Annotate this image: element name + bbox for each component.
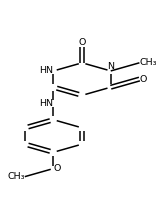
Text: O: O — [78, 38, 86, 46]
Text: O: O — [53, 164, 61, 173]
Text: CH₃: CH₃ — [139, 58, 157, 67]
Text: N: N — [107, 62, 114, 71]
Text: CH₃: CH₃ — [7, 172, 25, 181]
Text: O: O — [139, 75, 147, 84]
Text: HN: HN — [40, 66, 53, 76]
Text: HN: HN — [40, 99, 53, 108]
